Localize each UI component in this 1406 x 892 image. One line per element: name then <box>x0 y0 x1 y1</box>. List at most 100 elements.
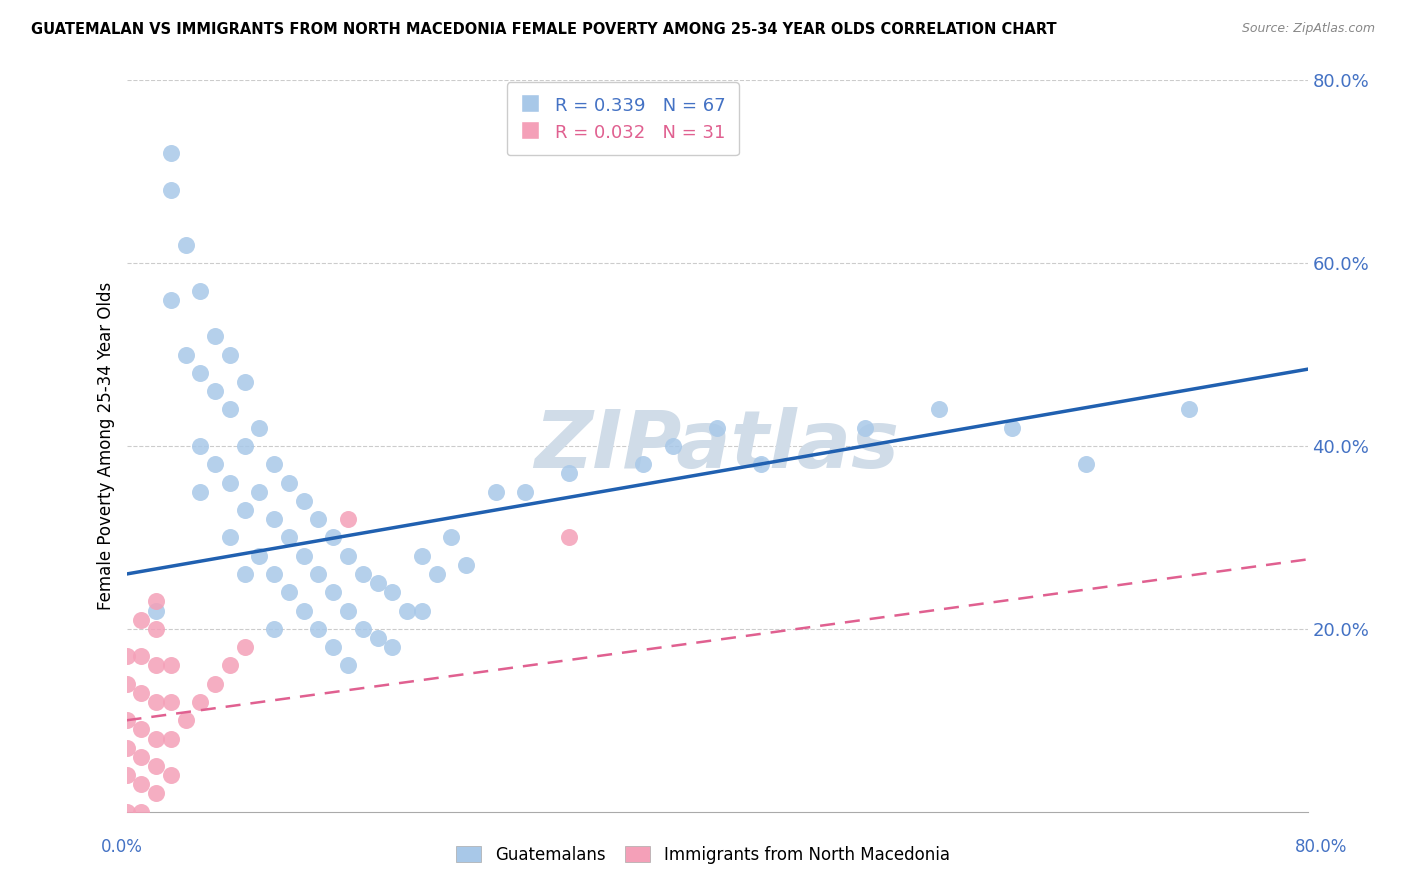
Point <box>145 658 167 673</box>
Point <box>558 467 581 481</box>
Point <box>145 759 167 773</box>
Point <box>219 658 242 673</box>
Point <box>337 549 360 563</box>
Point <box>515 484 537 499</box>
Point <box>145 603 167 617</box>
Point <box>145 695 167 709</box>
Point <box>188 366 212 380</box>
Point <box>145 731 167 746</box>
Point <box>425 567 447 582</box>
Point <box>367 631 389 645</box>
Point <box>322 640 344 655</box>
Point <box>115 714 138 728</box>
Point <box>381 585 404 599</box>
Point <box>129 686 153 700</box>
Point <box>188 284 212 298</box>
Text: GUATEMALAN VS IMMIGRANTS FROM NORTH MACEDONIA FEMALE POVERTY AMONG 25-34 YEAR OL: GUATEMALAN VS IMMIGRANTS FROM NORTH MACE… <box>31 22 1056 37</box>
Point <box>396 603 419 617</box>
Point <box>263 567 285 582</box>
Point <box>440 530 463 544</box>
Point <box>115 649 138 664</box>
Point <box>308 512 330 526</box>
Point <box>411 549 433 563</box>
Point <box>853 421 876 435</box>
Point <box>352 622 374 636</box>
Text: 80.0%: 80.0% <box>1295 838 1347 855</box>
Point <box>160 695 183 709</box>
Text: ZIPatlas: ZIPatlas <box>534 407 900 485</box>
Point <box>188 695 212 709</box>
Point <box>322 585 344 599</box>
Point <box>263 512 285 526</box>
Point <box>233 567 256 582</box>
Legend: Guatemalans, Immigrants from North Macedonia: Guatemalans, Immigrants from North Maced… <box>450 839 956 871</box>
Point <box>219 402 242 417</box>
Point <box>219 530 242 544</box>
Point <box>129 749 153 764</box>
Point <box>160 183 183 197</box>
Point <box>484 484 508 499</box>
Point <box>204 676 226 690</box>
Point <box>263 622 285 636</box>
Point <box>129 723 153 737</box>
Point <box>204 384 226 398</box>
Text: 0.0%: 0.0% <box>101 838 143 855</box>
Point <box>233 375 256 389</box>
Point <box>751 457 773 471</box>
Point <box>115 805 138 819</box>
Point <box>145 594 167 608</box>
Point <box>233 640 256 655</box>
Point <box>1178 402 1201 417</box>
Point <box>322 530 344 544</box>
Point <box>174 238 197 252</box>
Legend: R = 0.339   N = 67, R = 0.032   N = 31: R = 0.339 N = 67, R = 0.032 N = 31 <box>506 82 738 155</box>
Point <box>352 567 374 582</box>
Point <box>249 421 271 435</box>
Point <box>337 658 360 673</box>
Point <box>249 484 271 499</box>
Point <box>115 768 138 782</box>
Point <box>263 457 285 471</box>
Point <box>292 494 315 508</box>
Point <box>174 714 197 728</box>
Point <box>129 777 153 791</box>
Point <box>662 439 685 453</box>
Point <box>367 576 389 591</box>
Point <box>411 603 433 617</box>
Point <box>278 475 301 490</box>
Point <box>337 512 360 526</box>
Point <box>174 347 197 362</box>
Point <box>292 549 315 563</box>
Point <box>233 439 256 453</box>
Point <box>160 768 183 782</box>
Point <box>204 329 226 343</box>
Point <box>308 622 330 636</box>
Point <box>337 603 360 617</box>
Point <box>160 293 183 307</box>
Point <box>278 530 301 544</box>
Point <box>129 613 153 627</box>
Point <box>233 503 256 517</box>
Point <box>160 146 183 161</box>
Point <box>308 567 330 582</box>
Point <box>160 731 183 746</box>
Point <box>249 549 271 563</box>
Point <box>381 640 404 655</box>
Point <box>219 475 242 490</box>
Point <box>145 622 167 636</box>
Point <box>706 421 728 435</box>
Point <box>928 402 950 417</box>
Point <box>160 658 183 673</box>
Point <box>633 457 655 471</box>
Point <box>456 558 478 572</box>
Point <box>129 649 153 664</box>
Point <box>219 347 242 362</box>
Point <box>292 603 315 617</box>
Point <box>558 530 581 544</box>
Point <box>204 457 226 471</box>
Point <box>115 740 138 755</box>
Point <box>188 439 212 453</box>
Point <box>1001 421 1024 435</box>
Point <box>1076 457 1098 471</box>
Point <box>129 805 153 819</box>
